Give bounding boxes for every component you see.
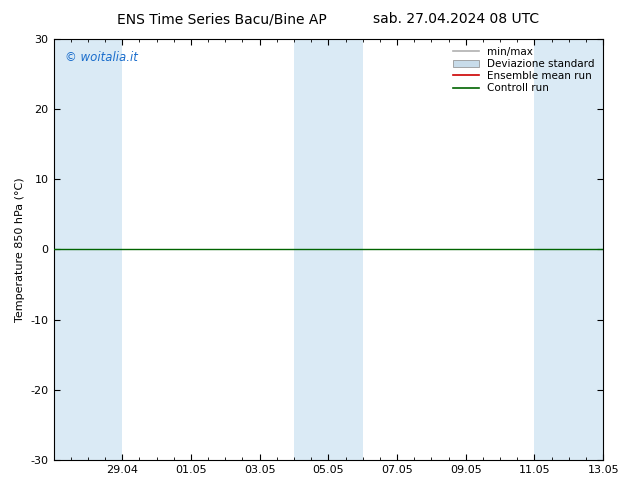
Bar: [328, 39, 363, 460]
Bar: [53, 39, 88, 460]
Y-axis label: Temperature 850 hPa (°C): Temperature 850 hPa (°C): [15, 177, 25, 321]
Bar: [88, 39, 122, 460]
Text: sab. 27.04.2024 08 UTC: sab. 27.04.2024 08 UTC: [373, 12, 540, 26]
Bar: [534, 39, 569, 460]
Text: ENS Time Series Bacu/Bine AP: ENS Time Series Bacu/Bine AP: [117, 12, 327, 26]
Legend: min/max, Deviazione standard, Ensemble mean run, Controll run: min/max, Deviazione standard, Ensemble m…: [450, 44, 598, 97]
Bar: [294, 39, 328, 460]
Bar: [569, 39, 603, 460]
Text: © woitalia.it: © woitalia.it: [65, 51, 138, 64]
